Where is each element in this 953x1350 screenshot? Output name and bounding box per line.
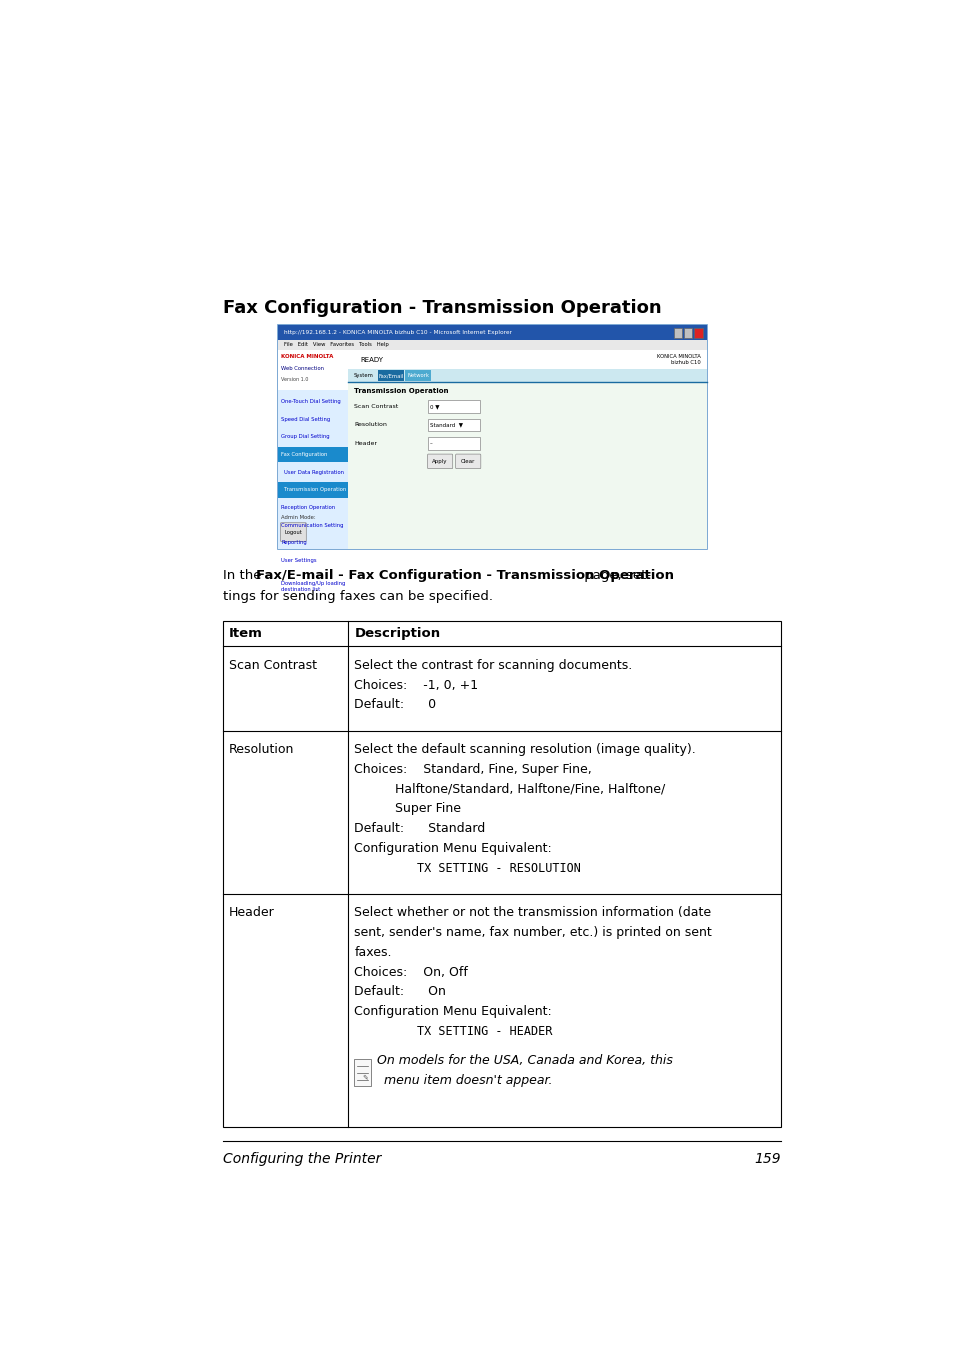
Bar: [348, 369, 706, 382]
Text: ✎: ✎: [362, 1075, 368, 1080]
Text: Resolution: Resolution: [229, 743, 294, 756]
Bar: [683, 328, 692, 338]
Text: sent, sender's name, fax number, etc.) is printed on sent: sent, sender's name, fax number, etc.) i…: [354, 926, 711, 940]
Text: Admin Mode:: Admin Mode:: [281, 514, 315, 520]
Text: Fax/E-mail - Fax Configuration - Transmission Operation: Fax/E-mail - Fax Configuration - Transmi…: [255, 570, 673, 582]
Bar: [278, 350, 706, 548]
Text: Logout: Logout: [284, 529, 301, 535]
FancyBboxPatch shape: [456, 454, 480, 468]
Bar: [278, 350, 348, 390]
Text: Apply: Apply: [432, 459, 447, 464]
Text: menu item doesn't appear.: menu item doesn't appear.: [383, 1075, 552, 1087]
Text: KONICA MINOLTA: KONICA MINOLTA: [281, 354, 334, 359]
Text: File   Edit   View   Favorites   Tools   Help: File Edit View Favorites Tools Help: [284, 343, 389, 347]
Text: Fax Configuration - Transmission Operation: Fax Configuration - Transmission Operati…: [222, 300, 660, 317]
Text: –: –: [429, 441, 432, 447]
Text: READY: READY: [360, 356, 383, 363]
Bar: [348, 350, 706, 369]
Text: Select the default scanning resolution (image quality).: Select the default scanning resolution (…: [354, 743, 696, 756]
Text: Default:      0: Default: 0: [354, 698, 436, 711]
Bar: [428, 418, 479, 431]
Text: KONICA MINOLTA
bizhub C10: KONICA MINOLTA bizhub C10: [657, 354, 700, 364]
Bar: [278, 325, 706, 548]
Text: Fax Configuration: Fax Configuration: [281, 452, 327, 458]
Text: tings for sending faxes can be specified.: tings for sending faxes can be specified…: [222, 590, 493, 603]
Text: Choices:    Standard, Fine, Super Fine,: Choices: Standard, Fine, Super Fine,: [354, 763, 592, 776]
Text: Reception Operation: Reception Operation: [281, 505, 335, 510]
Text: Scan Contrast: Scan Contrast: [354, 404, 398, 409]
Text: Halftone/Standard, Halftone/Fine, Halftone/: Halftone/Standard, Halftone/Fine, Halfto…: [395, 783, 664, 795]
Text: Fax/Email: Fax/Email: [378, 373, 403, 378]
Text: Reporting: Reporting: [281, 540, 307, 545]
Text: Select the contrast for scanning documents.: Select the contrast for scanning documen…: [354, 659, 632, 672]
Bar: [278, 482, 348, 498]
Bar: [405, 370, 431, 381]
Text: User Data Registration: User Data Registration: [284, 470, 344, 475]
Text: Clear: Clear: [460, 459, 475, 464]
Text: Transmission Operation: Transmission Operation: [354, 387, 449, 394]
Text: Scan Contrast: Scan Contrast: [229, 659, 316, 672]
FancyBboxPatch shape: [280, 522, 306, 541]
Text: Standard  ▼: Standard ▼: [429, 423, 462, 428]
Bar: [377, 370, 403, 381]
Text: Communication Setting: Communication Setting: [281, 522, 343, 528]
Text: Downloading/Up loading
destination list: Downloading/Up loading destination list: [281, 580, 345, 591]
Text: Choices:    -1, 0, +1: Choices: -1, 0, +1: [354, 679, 478, 691]
Text: Super Fine: Super Fine: [395, 802, 460, 815]
Bar: [428, 437, 479, 450]
Text: User Settings: User Settings: [281, 558, 316, 563]
Bar: [222, 621, 781, 1127]
Text: One-Touch Dial Setting: One-Touch Dial Setting: [281, 400, 340, 404]
FancyBboxPatch shape: [427, 454, 453, 468]
Text: Transmission Operation: Transmission Operation: [284, 487, 346, 493]
Text: Web Connection: Web Connection: [281, 366, 324, 371]
Text: Default:      On: Default: On: [354, 986, 446, 998]
Text: Configuring the Printer: Configuring the Printer: [222, 1152, 381, 1165]
Text: Header: Header: [354, 441, 377, 447]
Text: page, set-: page, set-: [579, 570, 650, 582]
Bar: [278, 350, 348, 548]
Text: Speed Dial Setting: Speed Dial Setting: [281, 417, 330, 421]
Text: Item: Item: [229, 628, 262, 640]
Text: faxes.: faxes.: [354, 946, 392, 958]
Text: Configuration Menu Equivalent:: Configuration Menu Equivalent:: [354, 1004, 552, 1018]
Bar: [278, 325, 706, 340]
Bar: [673, 328, 681, 338]
Text: Description: Description: [354, 628, 440, 640]
Text: TX SETTING - RESOLUTION: TX SETTING - RESOLUTION: [416, 861, 580, 875]
Text: Select whether or not the transmission information (date: Select whether or not the transmission i…: [354, 906, 711, 919]
Text: Resolution: Resolution: [354, 423, 387, 428]
Text: TX SETTING - HEADER: TX SETTING - HEADER: [416, 1025, 552, 1038]
Text: 159: 159: [754, 1152, 781, 1165]
Text: 0 ▼: 0 ▼: [429, 404, 438, 409]
Bar: [428, 400, 479, 413]
Bar: [278, 340, 706, 350]
Bar: [354, 1058, 371, 1085]
Text: http://192.168.1.2 - KONICA MINOLTA bizhub C10 - Microsoft Internet Explorer: http://192.168.1.2 - KONICA MINOLTA bizh…: [284, 329, 512, 335]
Text: Group Dial Setting: Group Dial Setting: [281, 435, 330, 440]
Bar: [351, 370, 376, 381]
Text: On models for the USA, Canada and Korea, this: On models for the USA, Canada and Korea,…: [376, 1054, 672, 1068]
Text: Choices:    On, Off: Choices: On, Off: [354, 965, 468, 979]
Text: Default:      Standard: Default: Standard: [354, 822, 485, 836]
Text: In the: In the: [222, 570, 265, 582]
Text: Configuration Menu Equivalent:: Configuration Menu Equivalent:: [354, 842, 552, 855]
Text: Header: Header: [229, 906, 274, 919]
Bar: [694, 328, 701, 338]
Text: Network: Network: [407, 373, 429, 378]
Text: Version 1.0: Version 1.0: [281, 377, 308, 382]
Bar: [278, 447, 348, 463]
Text: System: System: [354, 373, 374, 378]
